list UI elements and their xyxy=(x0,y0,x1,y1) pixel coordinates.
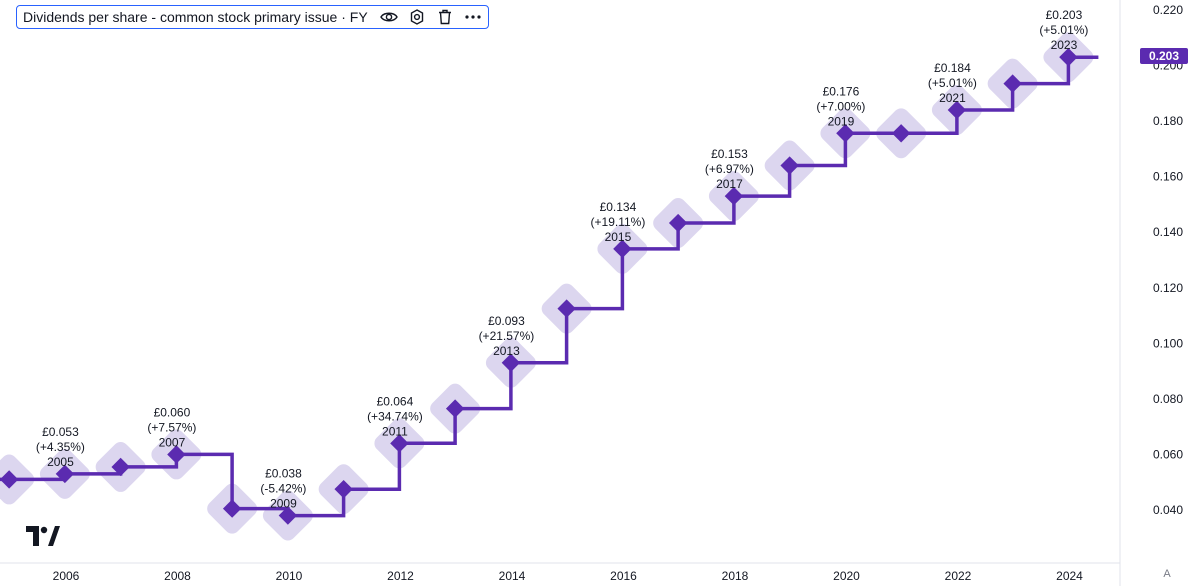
auto-scale-toggle[interactable]: A xyxy=(1163,568,1171,580)
value-annotation: £0.203(+5.01%)2023 xyxy=(1039,8,1088,52)
data-point-marker xyxy=(167,445,186,464)
data-point-marker xyxy=(613,239,632,259)
y-tick-label: 0.040 xyxy=(1153,503,1183,517)
x-tick-label: 2024 xyxy=(1056,569,1083,583)
annotation-text: £0.053 xyxy=(42,425,79,439)
data-point-marker xyxy=(1059,47,1078,67)
annotation-text: £0.153 xyxy=(711,147,748,161)
data-point-marker xyxy=(334,479,353,499)
annotation-text: £0.134 xyxy=(600,200,637,214)
x-tick-label: 2012 xyxy=(387,569,414,583)
data-point-marker xyxy=(836,124,855,143)
trash-icon[interactable] xyxy=(436,8,454,26)
halo-layer xyxy=(0,32,1094,541)
annotation-text: (+21.57%) xyxy=(479,329,535,343)
last-value-badge: 0.203 xyxy=(1140,48,1188,64)
y-tick-label: 0.220 xyxy=(1153,3,1183,17)
data-point-marker xyxy=(1003,74,1022,93)
value-annotation: £0.053(+4.35%)2005 xyxy=(36,425,85,469)
annotation-text: £0.093 xyxy=(488,314,525,328)
more-icon[interactable] xyxy=(464,8,482,26)
annotation-text: 2021 xyxy=(939,91,966,105)
data-point-marker xyxy=(780,156,799,175)
annotation-text: 2013 xyxy=(493,344,520,358)
annotation-text: (+34.74%) xyxy=(367,409,423,423)
annotation-text: 2015 xyxy=(605,230,632,244)
annotation-text: £0.060 xyxy=(154,405,191,419)
annotation-text: (+7.57%) xyxy=(147,420,196,434)
eye-icon[interactable] xyxy=(379,8,398,26)
y-tick-label: 0.180 xyxy=(1153,114,1183,128)
x-tick-label: 2006 xyxy=(53,569,80,583)
legend-title: Dividends per share - common stock prima… xyxy=(23,9,368,25)
value-annotation: £0.038(-5.42%)2009 xyxy=(260,467,306,511)
annotation-text: (+6.97%) xyxy=(705,162,754,176)
annotation-text: £0.064 xyxy=(377,394,414,408)
y-tick-label: 0.160 xyxy=(1153,170,1183,184)
y-tick-label: 0.120 xyxy=(1153,281,1183,295)
annotation-text: £0.203 xyxy=(1046,8,1083,22)
data-point-marker xyxy=(668,213,688,233)
value-annotation: £0.176(+7.00%)2019 xyxy=(816,84,865,128)
data-point-marker xyxy=(501,353,521,372)
annotation-text: £0.038 xyxy=(265,467,302,481)
value-annotation: £0.184(+5.01%)2021 xyxy=(928,61,977,105)
data-point-marker xyxy=(390,434,409,453)
annotation-text: 2017 xyxy=(716,177,743,191)
value-annotation: £0.093(+21.57%)2013 xyxy=(479,314,535,358)
x-tick-label: 2020 xyxy=(833,569,860,583)
data-point-marker xyxy=(947,100,967,120)
data-point-marker xyxy=(557,299,576,318)
y-tick-label: 0.080 xyxy=(1153,392,1183,406)
value-annotation: £0.153(+6.97%)2017 xyxy=(705,147,754,191)
annotation-text: 2007 xyxy=(159,435,186,449)
annotation-text: 2011 xyxy=(382,424,408,438)
tradingview-logo-icon xyxy=(26,526,60,551)
annotation-text: (+4.35%) xyxy=(36,440,85,454)
data-point-marker xyxy=(445,399,465,418)
y-tick-label: 0.100 xyxy=(1153,336,1183,350)
y-tick-label: 0.140 xyxy=(1153,225,1183,239)
data-point-marker xyxy=(111,457,130,477)
x-tick-label: 2016 xyxy=(610,569,637,583)
series-legend[interactable]: Dividends per share - common stock prima… xyxy=(16,5,489,29)
x-tick-label: 2010 xyxy=(276,569,303,583)
x-tick-label: 2022 xyxy=(945,569,972,583)
y-tick-label: 0.060 xyxy=(1153,447,1183,461)
annotation-text: (+19.11%) xyxy=(591,215,646,229)
x-tick-label: 2008 xyxy=(164,569,191,583)
x-tick-label: 2018 xyxy=(722,569,749,583)
annotation-text: 2009 xyxy=(270,497,297,511)
settings-icon[interactable] xyxy=(408,8,426,26)
annotation-text: (+7.00%) xyxy=(816,99,865,113)
annotation-text: (-5.42%) xyxy=(260,482,306,496)
data-point-marker xyxy=(0,470,19,489)
value-annotation: £0.064(+34.74%)2011 xyxy=(367,394,423,438)
annotation-text: (+5.01%) xyxy=(928,76,977,90)
annotation-text: £0.176 xyxy=(823,84,860,98)
annotation-text: £0.184 xyxy=(934,61,971,75)
annotation-text: (+5.01%) xyxy=(1039,23,1088,37)
annotation-text: 2005 xyxy=(47,455,74,469)
annotation-text: 2019 xyxy=(828,114,855,128)
annotation-text: 2023 xyxy=(1051,38,1078,52)
data-point-marker xyxy=(724,186,744,206)
value-annotation: £0.134(+19.11%)2015 xyxy=(591,200,646,244)
x-tick-label: 2014 xyxy=(499,569,526,583)
value-annotation: £0.060(+7.57%)2007 xyxy=(147,405,196,449)
